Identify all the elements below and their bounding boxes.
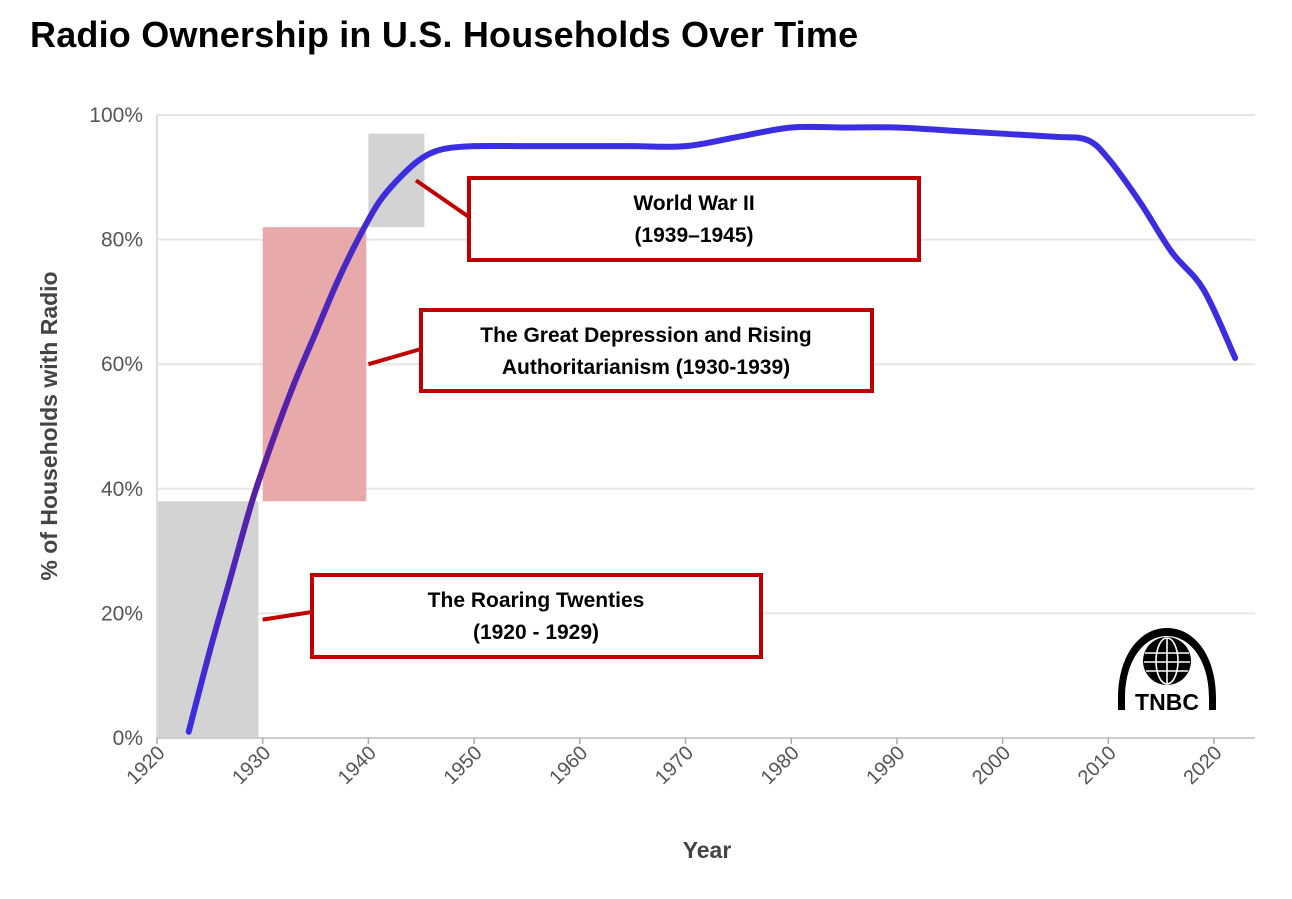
chart-title: Radio Ownership in U.S. Households Over … — [30, 14, 859, 55]
y-tick-label: 0% — [113, 727, 143, 750]
annotation-box — [419, 308, 874, 393]
radio-ownership-line — [185, 123, 1239, 735]
y-tick-label: 20% — [101, 602, 143, 625]
annotation-text: (1939–1945) — [634, 224, 753, 247]
x-tick-label: 1930 — [228, 742, 275, 789]
x-tick-label: 2000 — [968, 742, 1015, 789]
tnbc-logo: TNBC — [1118, 628, 1216, 715]
annotation-pointer — [367, 347, 422, 367]
annotation: World War II (1939–1945) — [414, 176, 921, 262]
annotations: World War II (1939–1945) The Great Depress… — [262, 176, 921, 659]
annotation: The Roaring Twenties (1920 - 1929) — [262, 573, 763, 659]
annotation-pointer — [262, 610, 313, 622]
logo-text: TNBC — [1135, 689, 1199, 715]
globe-arch-logo-icon — [1118, 628, 1216, 710]
x-tick-label: 1970 — [651, 742, 698, 789]
annotation-text: Authoritarianism (1930-1939) — [502, 356, 790, 379]
annotation-text: The Great Depression and Rising — [480, 324, 811, 347]
y-tick-label: 60% — [101, 353, 143, 376]
shaded-region — [262, 227, 367, 502]
x-tick-label: 1940 — [334, 742, 381, 789]
x-tick-label: 1990 — [862, 742, 909, 789]
x-tick-label: 1950 — [440, 742, 487, 789]
annotation-box — [467, 176, 921, 262]
data-series — [185, 123, 1239, 735]
annotation-text: The Roaring Twenties — [428, 589, 645, 612]
x-tick-label: 1960 — [545, 742, 592, 789]
y-tick-label: 40% — [101, 478, 143, 501]
x-tick-label: 2020 — [1180, 742, 1227, 789]
annotation-box — [310, 573, 763, 659]
annotation-pointer — [414, 178, 471, 219]
y-axis-title: % of Households with Radio — [36, 271, 62, 580]
y-tick-label: 80% — [101, 229, 143, 252]
annotation-text: World War II — [633, 192, 754, 215]
annotation: The Great Depression and Rising Authorita… — [367, 308, 874, 393]
x-tick-label: 1980 — [757, 742, 804, 789]
annotation-text: (1920 - 1929) — [473, 621, 599, 644]
x-axis-title: Year — [683, 837, 732, 863]
x-tick-label: 2010 — [1074, 742, 1121, 789]
y-tick-label: 100% — [89, 104, 143, 127]
